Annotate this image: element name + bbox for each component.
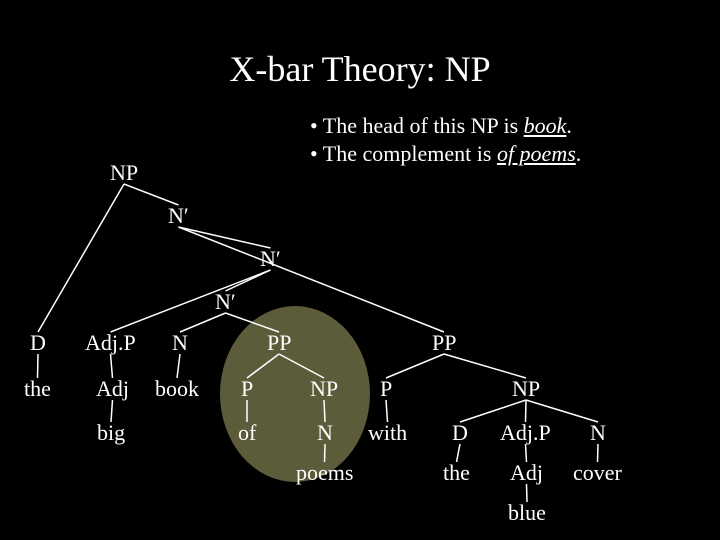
tree-node-poems: poems [296, 460, 353, 486]
tree-node-Nbar3: N′ [215, 289, 236, 315]
tree-node-cover: cover [573, 460, 622, 486]
bullet-1-suffix: . [566, 113, 572, 138]
tree-node-the1: the [24, 376, 51, 402]
bullet-2-em: of poems [497, 141, 576, 166]
tree-node-blue: blue [508, 500, 546, 526]
tree-node-NP_top: NP [110, 160, 138, 186]
tree-node-Nbar2: N′ [260, 246, 281, 272]
tree-node-AdjP: Adj.P [85, 330, 136, 356]
bullet-2-suffix: . [576, 141, 582, 166]
tree-node-of: of [238, 420, 256, 446]
tree-node-P1: P [241, 376, 253, 402]
tree-node-big: big [97, 420, 125, 446]
tree-node-N3: N [590, 420, 606, 446]
bullet-list: • The head of this NP is book. • The com… [310, 112, 581, 167]
tree-node-Nbar1: N′ [168, 203, 189, 229]
tree-node-D: D [30, 330, 46, 356]
slide-title: X-bar Theory: NP [0, 48, 720, 90]
tree-node-Adj1: Adj [96, 376, 129, 402]
tree-node-N_head: N [172, 330, 188, 356]
bullet-1: • The head of this NP is book. [310, 112, 581, 140]
tree-node-D2: D [452, 420, 468, 446]
tree-node-the2: the [443, 460, 470, 486]
bullet-2-prefix: • The complement is [310, 141, 497, 166]
bullet-2: • The complement is of poems. [310, 140, 581, 168]
slide: X-bar Theory: NP • The head of this NP i… [0, 0, 720, 540]
tree-node-book: book [155, 376, 199, 402]
bullet-1-prefix: • The head of this NP is [310, 113, 524, 138]
tree-node-P2: P [380, 376, 392, 402]
bullet-1-em: book [524, 113, 567, 138]
tree-node-PP1: PP [267, 330, 291, 356]
tree-node-N2: N [317, 420, 333, 446]
tree-node-with: with [368, 420, 407, 446]
tree-node-AdjP2: Adj.P [500, 420, 551, 446]
tree-node-NP2: NP [310, 376, 338, 402]
tree-node-NP3: NP [512, 376, 540, 402]
tree-node-Adj2: Adj [510, 460, 543, 486]
tree-node-PP2: PP [432, 330, 456, 356]
